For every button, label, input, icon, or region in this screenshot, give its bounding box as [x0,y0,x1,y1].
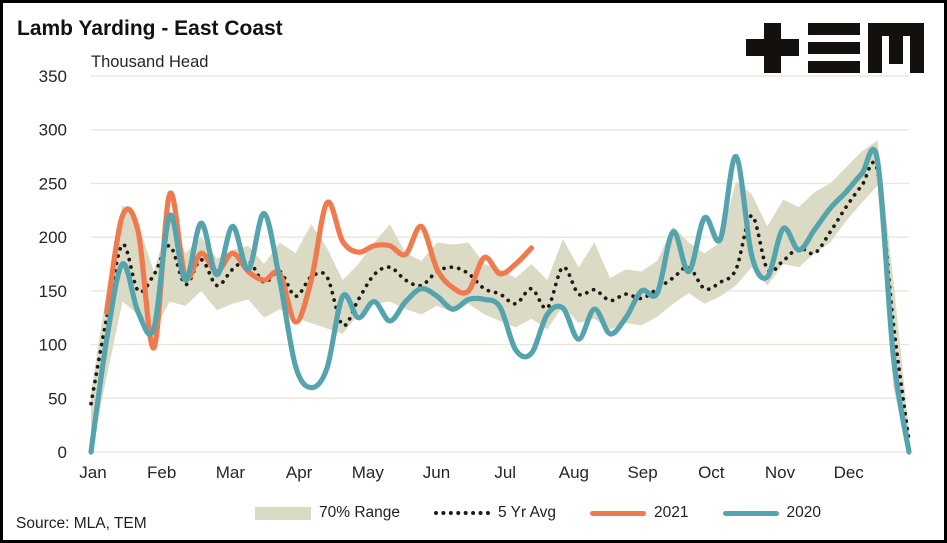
dotted-line-swatch-icon [434,511,491,515]
plot-area: 0 50 100 150 200 250 300 350 Jan Feb Mar Apr May Jun J… [39,67,912,482]
x-tick-label: Jul [494,463,516,482]
x-tick-label: Oct [698,463,725,482]
legend-item-2020: 2020 [722,504,822,522]
y-tick-label: 300 [39,121,67,140]
line-2020 [88,147,912,455]
x-tick-label: Jan [79,463,106,482]
page-title: Lamb Yarding - East Coast [17,17,283,40]
x-tick-label: Nov [765,463,796,482]
x-tick-label: May [352,463,385,482]
line-2021-swatch-icon [590,510,647,516]
x-tick-label: Jun [423,463,450,482]
y-axis-title: Thousand Head [91,53,209,71]
range-band [91,140,909,452]
x-tick-label: Mar [216,463,246,482]
legend-label-range: 70% Range [319,504,401,521]
line-2021 [104,190,535,351]
source-note: Source: MLA, TEM [16,515,147,532]
legend-label-avg: 5 Yr Avg [498,504,557,521]
y-tick-label: 150 [39,282,67,301]
range-swatch-icon [255,506,311,520]
y-tick-label: 250 [39,174,67,193]
line-2020-swatch-icon [722,510,779,516]
tem-logo [746,23,924,73]
y-tick-label: 100 [39,336,67,355]
legend-item-range: 70% Range [255,504,400,522]
legend-label-2021: 2021 [654,504,689,521]
x-tick-label: Feb [147,463,176,482]
tem-logo-marks [746,23,924,73]
x-tick-label: Apr [286,463,313,482]
x-tick-label: Sep [627,463,657,482]
y-tick-label: 200 [39,228,67,247]
x-tick-label: Dec [834,463,865,482]
legend-item-2021: 2021 [590,504,689,522]
legend: 70% Range 5 Yr Avg 2021 2020 [255,504,821,522]
avg-line [89,160,911,444]
y-tick-label: 350 [39,67,67,86]
legend-item-avg: 5 Yr Avg [434,504,556,522]
y-tick-label: 0 [58,443,67,462]
y-tick-label: 50 [48,389,67,408]
legend-label-2020: 2020 [786,504,822,521]
x-tick-label: Aug [559,463,589,482]
